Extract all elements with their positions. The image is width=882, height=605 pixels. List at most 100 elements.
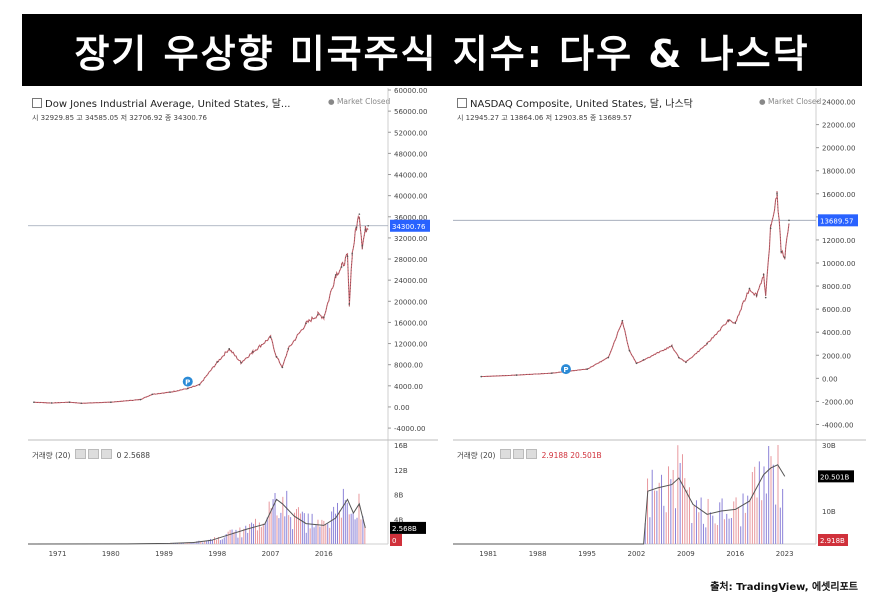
nasdaq-volume-value: 2.9188 20.501B <box>541 451 602 460</box>
p-marker <box>560 364 571 375</box>
price-tick-label: 20000.00 <box>822 145 855 153</box>
price-tick-label: 12000.00 <box>822 237 855 245</box>
price-point <box>607 356 610 359</box>
volume-ma-line <box>453 464 786 545</box>
settings-icon[interactable] <box>512 449 524 459</box>
price-point <box>151 393 154 396</box>
close-icon[interactable] <box>100 449 112 459</box>
price-tick-label: 10000.00 <box>822 260 855 268</box>
price-point <box>198 383 201 386</box>
price-tick-label: 40000.00 <box>394 193 427 201</box>
price-point <box>358 213 361 215</box>
price-point <box>240 361 242 364</box>
volume-zero-badge <box>390 534 402 546</box>
last-price-label: 13689.57 <box>820 217 853 225</box>
volume-tick-label: 8B <box>394 492 403 500</box>
title-banner: 장기 우상향 미국주식 지수: 다우 & 나스닥 <box>22 14 862 86</box>
volume-last-badge <box>390 521 426 534</box>
dow-market-status: ● Market Closed <box>328 97 391 106</box>
price-tick-label: 24000.00 <box>822 99 855 107</box>
price-tick-label: 28000.00 <box>394 256 427 264</box>
price-series-texture <box>33 215 369 404</box>
price-tick-label: 56000.00 <box>394 108 427 116</box>
volume-zero-label: 0 <box>392 537 396 545</box>
collapse-icon[interactable] <box>457 98 467 108</box>
price-point <box>216 361 219 363</box>
price-tick-label: 16000.00 <box>394 319 427 327</box>
price-point <box>515 374 518 376</box>
date-tick-label: 2007 <box>262 550 280 558</box>
price-tick-label: 0.00 <box>822 375 838 383</box>
price-point <box>769 227 772 230</box>
price-point <box>110 401 112 403</box>
price-point <box>367 224 370 227</box>
date-tick-label: 2009 <box>677 550 695 558</box>
price-tick-label: 0.00 <box>394 404 410 412</box>
nasdaq-chart-panel: NASDAQ Composite, United States, 달, 나스닥 … <box>453 88 866 558</box>
price-tick-label: 18000.00 <box>822 168 855 176</box>
close-icon[interactable] <box>525 449 537 459</box>
price-point <box>361 245 364 247</box>
price-point <box>340 266 343 268</box>
collapse-icon[interactable] <box>32 98 42 108</box>
eye-icon[interactable] <box>74 449 86 459</box>
nasdaq-chart-title: NASDAQ Composite, United States, 달, 나스닥 <box>470 99 693 110</box>
eye-icon[interactable] <box>499 449 511 459</box>
price-point <box>762 273 765 276</box>
dow-chart-title: Dow Jones Industrial Average, United Sta… <box>45 99 291 110</box>
volume-last-label: 2.568B <box>392 525 417 533</box>
price-point <box>755 294 758 297</box>
price-point <box>139 398 142 401</box>
price-point <box>364 229 367 231</box>
price-point <box>186 387 189 390</box>
banner-title: 장기 우상향 미국주식 지수: 다우 & 나스닥 <box>74 31 810 76</box>
price-tick-label: 22000.00 <box>822 122 855 130</box>
price-point <box>169 391 171 393</box>
volume-last-label: 20.501B <box>820 473 849 481</box>
price-series-line <box>481 190 790 378</box>
price-point <box>727 319 730 322</box>
volume-tick-label: 30B <box>822 442 836 450</box>
price-tick-label: 4000.00 <box>394 383 423 391</box>
price-point <box>351 252 354 255</box>
price-point <box>228 348 230 350</box>
volume-tick-label: 10B <box>822 508 836 516</box>
price-point <box>635 362 638 365</box>
price-point <box>323 316 325 318</box>
price-tick-label: 36000.00 <box>394 214 427 222</box>
price-tick-label: 48000.00 <box>394 150 427 158</box>
price-tick-label: 8000.00 <box>394 362 423 370</box>
last-price-label: 34300.76 <box>392 223 426 231</box>
settings-icon[interactable] <box>87 449 99 459</box>
last-price-badge <box>818 214 858 227</box>
price-point <box>685 361 687 363</box>
nasdaq-chart-svg: -4000.00 -2000.00 0.00 2000.00 4000.00 6000.0… <box>453 88 866 558</box>
price-series-texture <box>481 190 790 377</box>
price-point <box>628 349 631 352</box>
price-point <box>305 322 307 325</box>
price-point <box>355 226 358 229</box>
price-tick-label: 20000.00 <box>394 298 427 306</box>
date-tick-label: 1995 <box>578 550 596 558</box>
price-point <box>734 322 737 324</box>
dow-chart-header: Dow Jones Industrial Average, United Sta… <box>32 95 290 110</box>
nasdaq-market-status: ● Market Closed <box>759 97 822 106</box>
price-point <box>80 402 83 405</box>
price-point <box>346 255 349 258</box>
nasdaq-volume-label: 거래량 (20) 2.9188 20.501B <box>457 449 602 460</box>
price-series-line <box>33 214 369 404</box>
price-point <box>50 402 53 404</box>
price-point <box>275 355 278 358</box>
volume-last-badge <box>818 470 854 483</box>
date-tick-label: 1971 <box>49 550 67 558</box>
dow-chart-svg: -4000.00 0.00 4000.00 8000.00 12000.00 16000.… <box>27 87 438 558</box>
date-tick-label: 2002 <box>628 550 646 558</box>
price-tick-label: -2000.00 <box>822 398 853 406</box>
price-tick-label: 44000.00 <box>394 172 427 180</box>
nasdaq-ohlc-readout: 시 12945.27 고 13864.06 저 12903.85 종 13689… <box>457 114 632 122</box>
date-tick-label: 1989 <box>155 550 173 558</box>
volume-zero-badge <box>818 534 848 546</box>
price-tick-label: 6000.00 <box>822 306 851 314</box>
price-point <box>764 296 767 299</box>
p-marker-label: P <box>185 379 190 387</box>
